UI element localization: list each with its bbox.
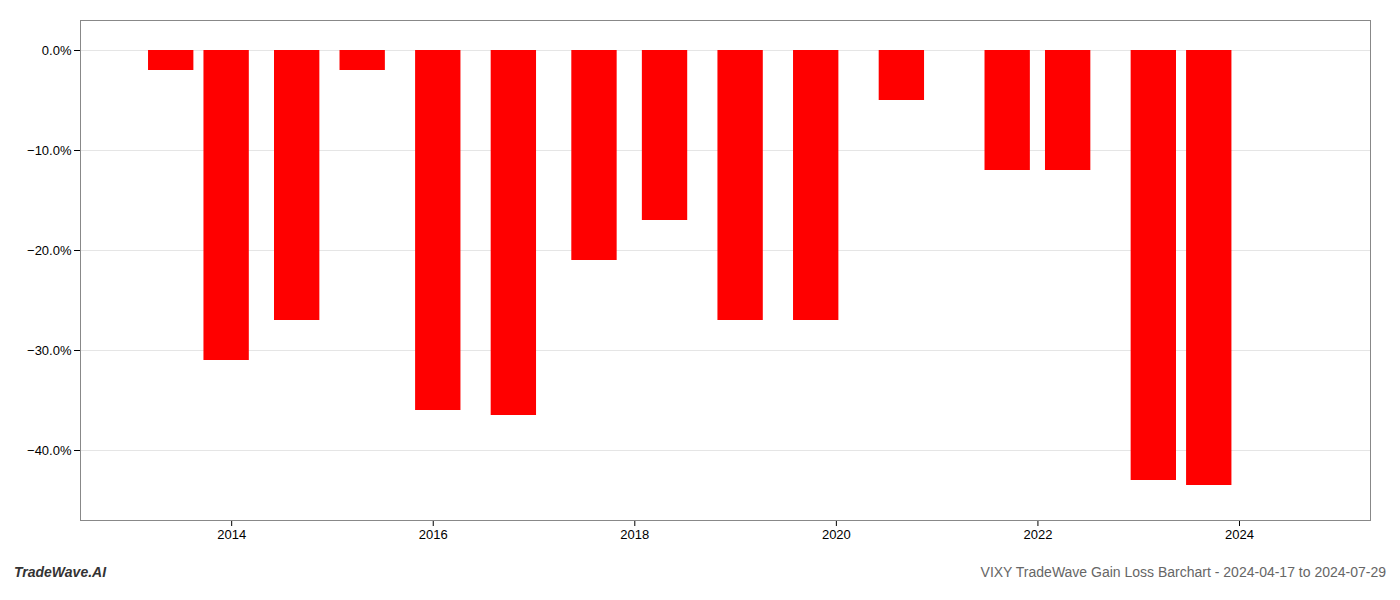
svg-text:2022: 2022	[1023, 527, 1052, 542]
svg-text:0.0%: 0.0%	[42, 43, 72, 58]
svg-text:−40.0%: −40.0%	[27, 443, 72, 458]
svg-text:−30.0%: −30.0%	[27, 343, 72, 358]
html-text:TradeWave.AI: TradeWave.AI	[14, 564, 107, 580]
svg-text:2014: 2014	[217, 527, 246, 542]
svg-text:−20.0%: −20.0%	[27, 243, 72, 258]
svg-text:2024: 2024	[1225, 527, 1254, 542]
svg-text:2016: 2016	[419, 527, 448, 542]
svg-text:2018: 2018	[620, 527, 649, 542]
svg-text:−10.0%: −10.0%	[27, 143, 72, 158]
svg-text:2020: 2020	[822, 527, 851, 542]
html-text:VIXY TradeWave Gain Loss Barch: VIXY TradeWave Gain Loss Barchart - 2024…	[980, 564, 1386, 580]
